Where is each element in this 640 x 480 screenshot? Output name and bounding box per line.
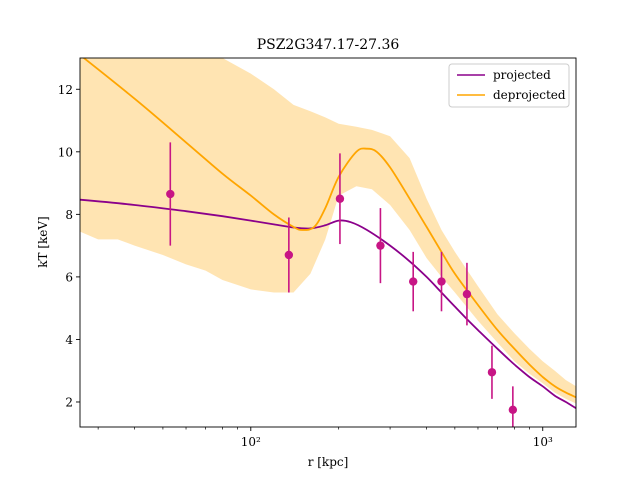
series-deprojected-line	[82, 58, 576, 399]
data-point-6	[437, 277, 446, 286]
series-projected-line	[80, 198, 576, 409]
legend-deprojected-label: deprojected	[493, 88, 566, 102]
y-tick-label-10: 10	[58, 145, 73, 159]
x-axis-label: r [kpc]	[308, 455, 349, 469]
data-point-5	[409, 277, 418, 286]
x-tick-label-1000: 10³	[533, 435, 553, 449]
data-point-8	[487, 368, 497, 377]
axes: 2 4 6 8 10 12 10² 10³	[58, 57, 577, 449]
data-point-2	[284, 250, 294, 260]
data-point-7	[462, 289, 472, 299]
plot-area	[80, 58, 576, 427]
y-axis-label: kT [keV]	[36, 216, 50, 268]
y-tick-label-4: 4	[65, 333, 73, 347]
x-tick-label-100: 10²	[241, 435, 261, 449]
data-point-3	[335, 194, 345, 203]
data-point-9	[508, 405, 518, 415]
y-tick-label-12: 12	[58, 83, 73, 97]
y-tick-label-8: 8	[65, 208, 73, 222]
plot-frame	[79, 57, 577, 428]
data-point-4	[376, 241, 385, 250]
legend: projected deprojected	[448, 63, 570, 108]
y-tick-label-2: 2	[65, 395, 73, 409]
legend-projected-label: projected	[493, 68, 551, 82]
data-point-1	[166, 189, 175, 199]
y-tick-label-6: 6	[65, 270, 73, 284]
deprojected-confidence-band	[80, 58, 576, 404]
chart-title: PSZ2G347.17-27.36	[257, 37, 400, 53]
